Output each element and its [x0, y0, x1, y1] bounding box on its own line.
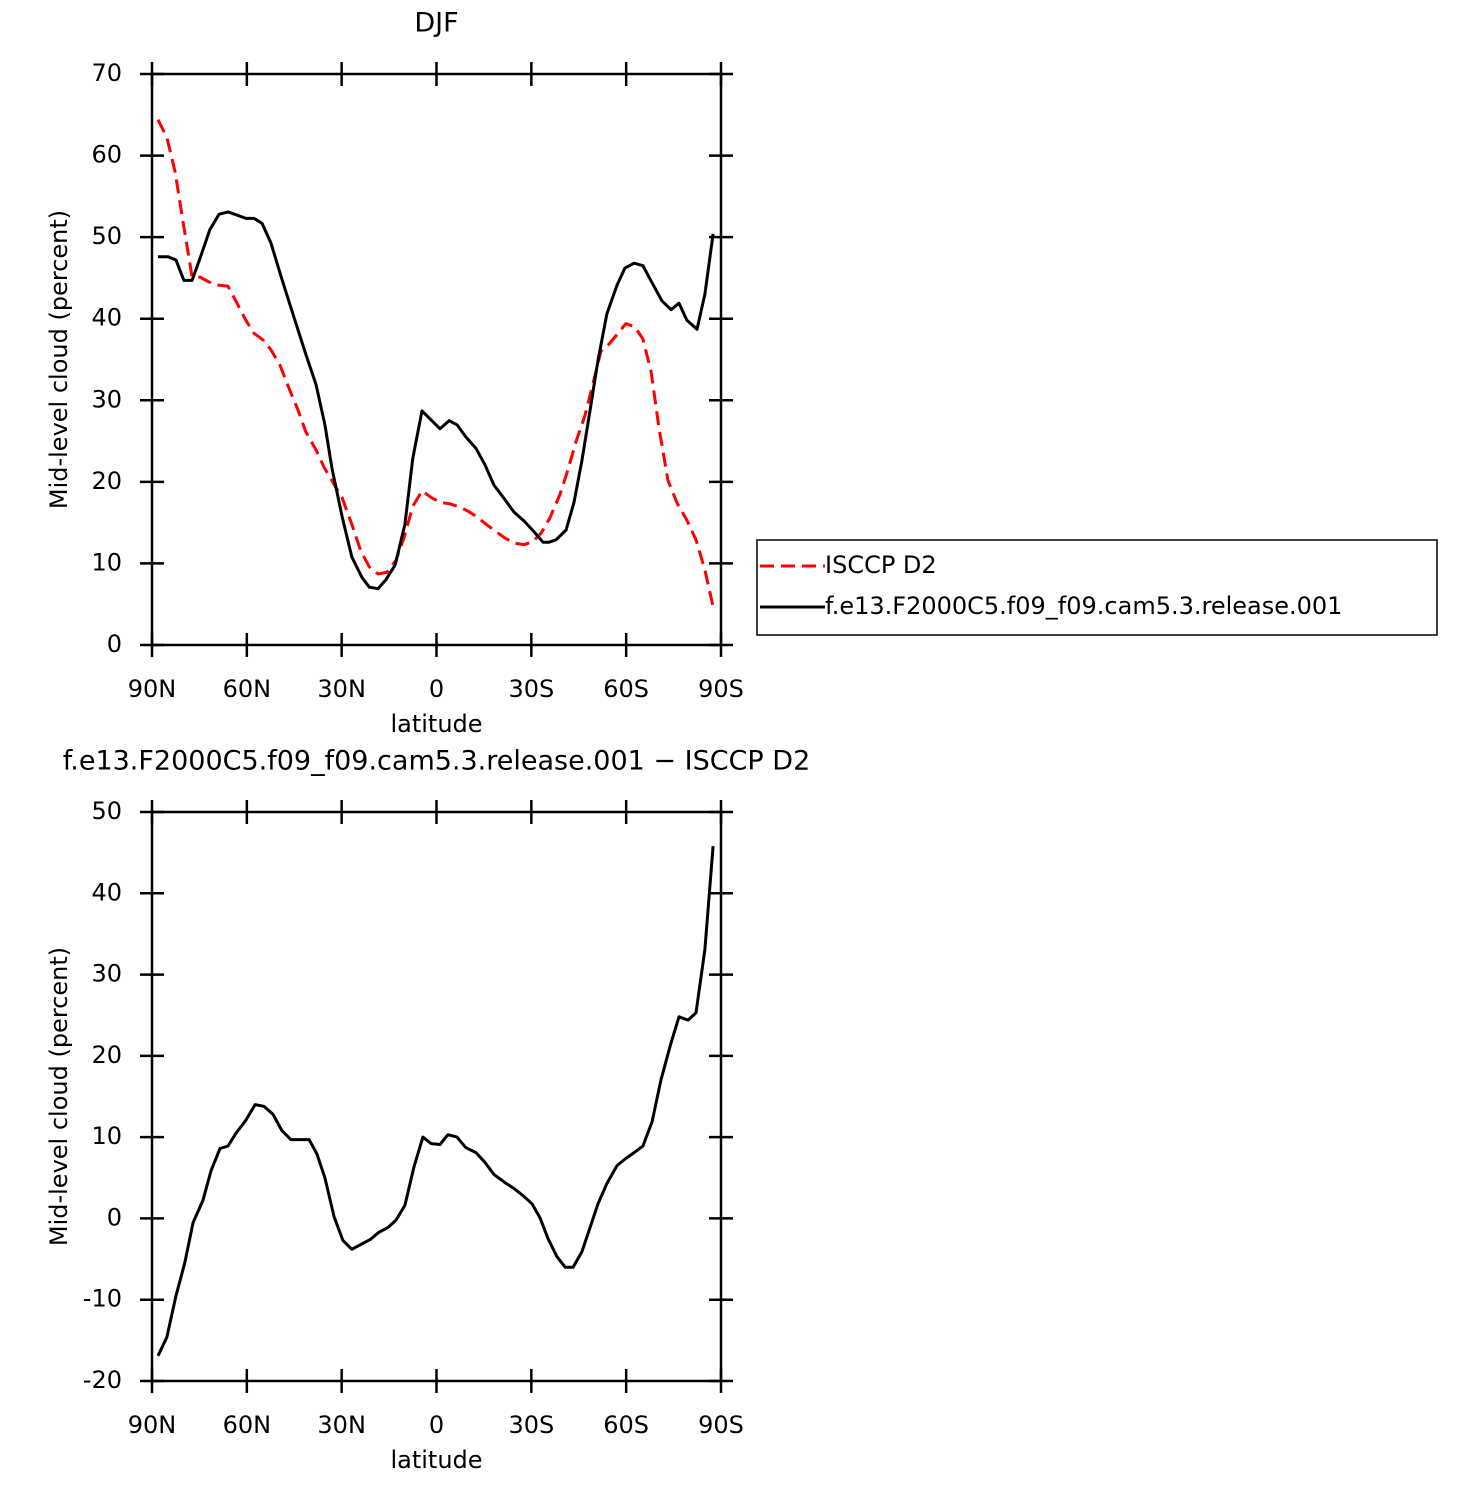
- x-tick-label: 90S: [698, 1411, 744, 1439]
- legend-label: ISCCP D2: [825, 551, 937, 579]
- y-tick-label: 0: [107, 630, 122, 658]
- x-axis-label: latitude: [390, 710, 482, 738]
- legend-label: f.e13.F2000C5.f09_f09.cam5.3.release.001: [825, 592, 1342, 620]
- y-tick-label: 30: [91, 960, 122, 988]
- x-tick-label: 60S: [603, 675, 649, 703]
- series-line: [156, 845, 715, 1357]
- y-tick-label: 50: [91, 222, 122, 250]
- y-tick-label: 20: [91, 467, 122, 495]
- plot-frame: [150, 72, 723, 647]
- y-axis-label: Mid-level cloud (percent): [45, 947, 73, 1246]
- y-tick-label: 10: [91, 548, 122, 576]
- x-tick-label: 90S: [698, 675, 744, 703]
- chart-title: DJF: [414, 8, 458, 39]
- y-axis-label: Mid-level cloud (percent): [45, 210, 73, 509]
- x-tick-label: 0: [429, 675, 444, 703]
- y-tick-label: 30: [91, 385, 122, 413]
- y-tick-label: 10: [91, 1122, 122, 1150]
- plot-frame: [150, 810, 723, 1383]
- y-tick-label: -20: [83, 1366, 122, 1394]
- y-tick-label: 40: [91, 878, 122, 906]
- x-tick-label: 60S: [603, 1411, 649, 1439]
- x-tick-label: 60N: [223, 1411, 272, 1439]
- y-tick-label: 40: [91, 304, 122, 332]
- y-tick-label: 60: [91, 141, 122, 169]
- x-tick-label: 30S: [508, 1411, 554, 1439]
- x-axis-label: latitude: [390, 1446, 482, 1474]
- x-tick-label: 30N: [317, 1411, 366, 1439]
- series-line: [158, 210, 715, 591]
- y-tick-label: 70: [91, 59, 122, 87]
- x-tick-label: 90N: [128, 675, 177, 703]
- x-tick-label: 0: [429, 1411, 444, 1439]
- y-tick-label: 0: [107, 1203, 122, 1231]
- x-tick-label: 30N: [317, 675, 366, 703]
- chart-title: f.e13.F2000C5.f09_f09.cam5.3.release.001…: [63, 746, 811, 777]
- y-tick-label: 50: [91, 797, 122, 825]
- x-tick-label: 30S: [508, 675, 554, 703]
- y-tick-label: 20: [91, 1041, 122, 1069]
- series-line: [156, 119, 715, 608]
- legend-box: [756, 539, 1438, 636]
- x-tick-label: 90N: [128, 1411, 177, 1439]
- x-tick-label: 60N: [223, 675, 272, 703]
- y-tick-label: -10: [83, 1285, 122, 1313]
